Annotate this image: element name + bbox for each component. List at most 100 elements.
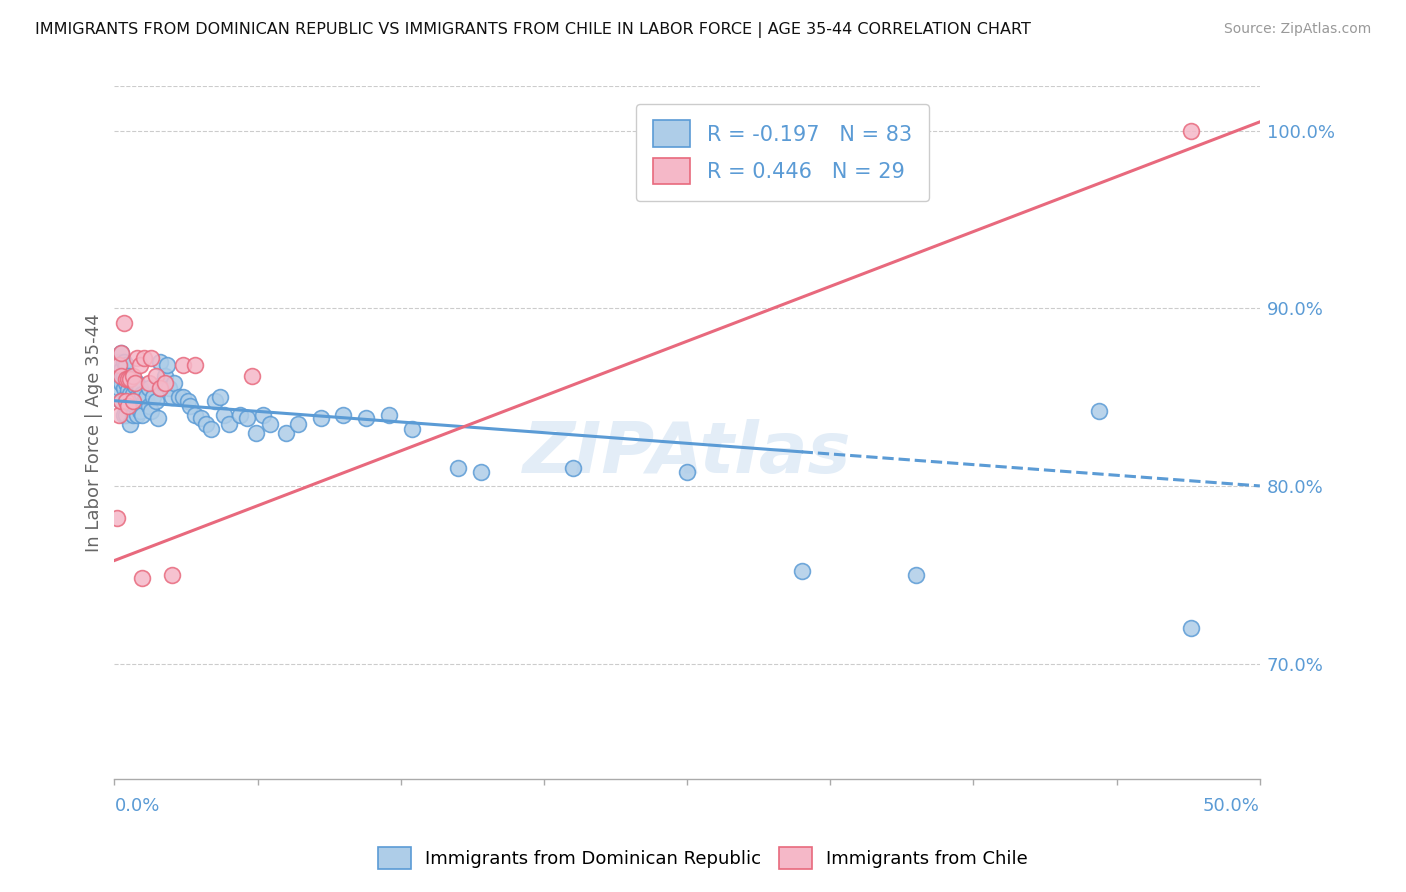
- Point: [401, 422, 423, 436]
- Point: [115, 372, 138, 386]
- Point: [108, 358, 131, 372]
- Point: [252, 408, 274, 422]
- Point: [276, 425, 298, 440]
- Point: [108, 368, 131, 383]
- Point: [105, 372, 128, 386]
- Point: [160, 567, 183, 582]
- Text: 50.0%: 50.0%: [1204, 797, 1260, 814]
- Point: [195, 417, 218, 431]
- Point: [131, 408, 153, 422]
- Point: [172, 358, 194, 372]
- Point: [110, 393, 132, 408]
- Point: [127, 408, 149, 422]
- Point: [117, 372, 139, 386]
- Point: [121, 408, 143, 422]
- Legend: R = -0.197   N = 83, R = 0.446   N = 29: R = -0.197 N = 83, R = 0.446 N = 29: [636, 103, 929, 201]
- Point: [117, 383, 139, 397]
- Point: [149, 381, 172, 395]
- Point: [112, 368, 135, 383]
- Point: [138, 376, 160, 390]
- Point: [1180, 124, 1202, 138]
- Point: [240, 368, 263, 383]
- Point: [145, 393, 167, 408]
- Point: [676, 465, 699, 479]
- Point: [218, 417, 240, 431]
- Point: [115, 393, 138, 408]
- Point: [135, 390, 157, 404]
- Point: [120, 399, 142, 413]
- Point: [138, 381, 160, 395]
- Point: [229, 408, 252, 422]
- Point: [105, 511, 128, 525]
- Point: [245, 425, 267, 440]
- Point: [138, 399, 160, 413]
- Point: [110, 376, 132, 390]
- Point: [112, 316, 135, 330]
- Point: [128, 381, 150, 395]
- Point: [110, 368, 132, 383]
- Point: [110, 393, 132, 408]
- Point: [127, 390, 149, 404]
- Point: [124, 376, 146, 390]
- Point: [121, 386, 143, 401]
- Point: [561, 461, 583, 475]
- Point: [139, 404, 162, 418]
- Point: [332, 408, 354, 422]
- Point: [153, 368, 176, 383]
- Point: [145, 368, 167, 383]
- Point: [378, 408, 401, 422]
- Point: [208, 390, 231, 404]
- Point: [160, 390, 183, 404]
- Point: [156, 358, 179, 372]
- Point: [200, 422, 222, 436]
- Point: [139, 351, 162, 365]
- Point: [1180, 621, 1202, 635]
- Point: [117, 399, 139, 413]
- Point: [214, 408, 236, 422]
- Point: [124, 379, 146, 393]
- Point: [127, 351, 149, 365]
- Point: [120, 372, 142, 386]
- Point: [131, 571, 153, 585]
- Point: [120, 386, 142, 401]
- Point: [115, 376, 138, 390]
- Point: [1088, 404, 1111, 418]
- Point: [190, 411, 212, 425]
- Point: [183, 408, 205, 422]
- Point: [149, 381, 172, 395]
- Point: [121, 393, 143, 408]
- Point: [142, 390, 165, 404]
- Point: [117, 399, 139, 413]
- Point: [128, 404, 150, 418]
- Point: [120, 417, 142, 431]
- Point: [131, 386, 153, 401]
- Point: [177, 393, 200, 408]
- Point: [153, 376, 176, 390]
- Point: [124, 399, 146, 413]
- Point: [134, 351, 156, 365]
- Point: [172, 390, 194, 404]
- Point: [110, 345, 132, 359]
- Point: [112, 354, 135, 368]
- Point: [108, 381, 131, 395]
- Point: [356, 411, 378, 425]
- Point: [163, 376, 186, 390]
- Legend: Immigrants from Dominican Republic, Immigrants from Chile: Immigrants from Dominican Republic, Immi…: [370, 838, 1036, 879]
- Point: [236, 411, 259, 425]
- Point: [447, 461, 470, 475]
- Point: [112, 381, 135, 395]
- Point: [115, 390, 138, 404]
- Point: [167, 390, 190, 404]
- Point: [110, 363, 132, 377]
- Point: [157, 381, 180, 395]
- Point: [115, 408, 138, 422]
- Text: Source: ZipAtlas.com: Source: ZipAtlas.com: [1223, 22, 1371, 37]
- Text: 0.0%: 0.0%: [114, 797, 160, 814]
- Point: [128, 358, 150, 372]
- Y-axis label: In Labor Force | Age 35-44: In Labor Force | Age 35-44: [86, 313, 103, 552]
- Point: [115, 358, 138, 372]
- Point: [287, 417, 309, 431]
- Point: [204, 393, 226, 408]
- Point: [120, 372, 142, 386]
- Point: [121, 368, 143, 383]
